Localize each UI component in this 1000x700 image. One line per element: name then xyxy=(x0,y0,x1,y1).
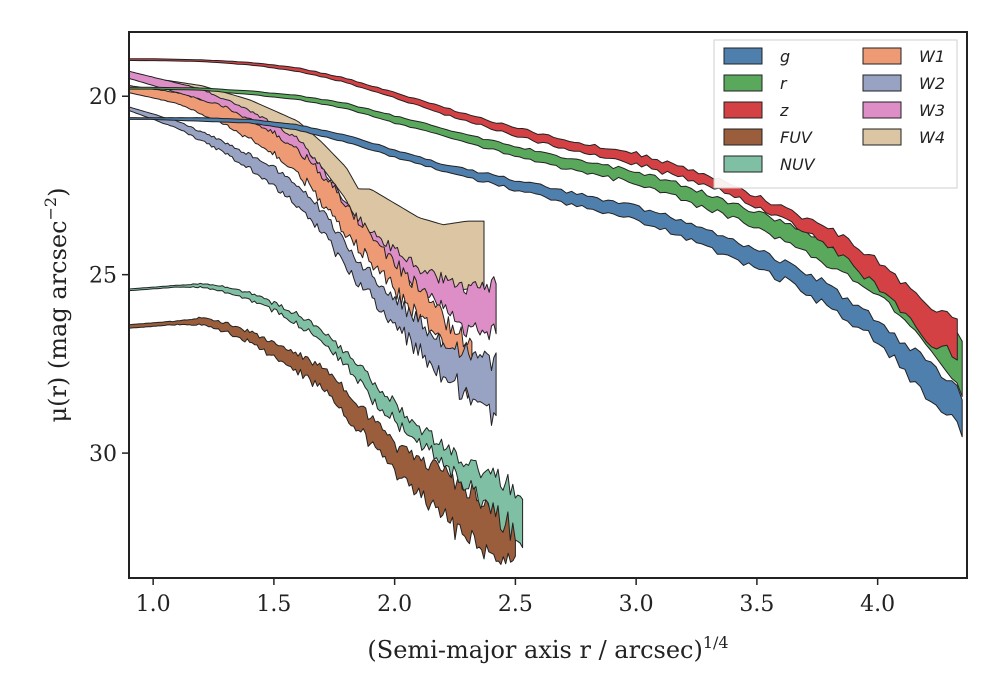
x-tick-label: 3.0 xyxy=(619,592,654,617)
legend-label-z: z xyxy=(779,101,789,120)
legend-label-nuv: NUV xyxy=(780,155,816,174)
y-tick-label: 25 xyxy=(89,264,117,289)
legend-label-w4: W4 xyxy=(919,128,945,147)
band-g xyxy=(129,117,963,438)
y-axis: 20 25 30 xyxy=(89,85,129,467)
legend-swatch-w4 xyxy=(862,128,902,146)
legend-swatch-g xyxy=(723,47,763,65)
legend-swatch-w3 xyxy=(862,101,902,119)
x-axis-label: (Semi-major axis r / arcsec)1/4 xyxy=(367,633,728,664)
band-fuv xyxy=(129,316,516,565)
y-tick-label: 20 xyxy=(89,85,117,110)
x-tick-label: 4.0 xyxy=(860,592,895,617)
x-tick-label: 3.5 xyxy=(739,592,774,617)
x-axis: 1.0 1.5 2.0 2.5 3.0 3.5 4.0 xyxy=(136,578,895,617)
legend-label-g: g xyxy=(780,47,790,66)
legend-swatch-fuv xyxy=(723,128,763,146)
band-r xyxy=(129,86,963,397)
legend-label-w2: W2 xyxy=(919,74,945,93)
legend-swatch-nuv xyxy=(723,155,763,173)
band-w2 xyxy=(129,106,497,426)
legend-label-r: r xyxy=(780,74,788,93)
legend-swatch-z xyxy=(723,101,763,119)
legend-swatch-w2 xyxy=(862,74,902,92)
legend-swatch-w1 xyxy=(862,47,902,65)
x-tick-label: 1.5 xyxy=(256,592,291,617)
legend-label-w3: W3 xyxy=(919,101,945,120)
legend-label-fuv: FUV xyxy=(780,128,813,147)
y-tick-label: 30 xyxy=(89,442,117,467)
legend: grz FUV NUV W1 W2 W3 W4 xyxy=(713,39,958,189)
band-layer xyxy=(129,58,963,565)
y-axis-label: μ(r) (mag arcsec−2) xyxy=(41,188,72,423)
plot-frame xyxy=(128,31,968,579)
band-nuv xyxy=(129,282,524,549)
legend-swatch-r xyxy=(723,74,763,92)
x-tick-label: 2.0 xyxy=(377,592,412,617)
legend-label-w1: W1 xyxy=(919,47,945,66)
band-z xyxy=(129,58,958,361)
x-tick-label: 2.5 xyxy=(498,592,533,617)
x-tick-label: 1.0 xyxy=(136,592,171,617)
